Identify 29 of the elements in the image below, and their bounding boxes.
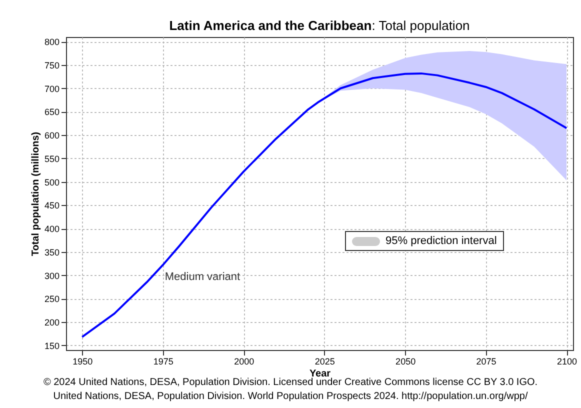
y-tick-label: 200	[44, 317, 60, 328]
x-tick-label: 2050	[396, 356, 416, 366]
x-tick-label: 1950	[72, 356, 93, 366]
x-tick-label: 2025	[314, 356, 335, 366]
y-tick-label: 300	[44, 270, 60, 281]
y-tick-label: 800	[44, 37, 60, 48]
x-tick-label: 2000	[234, 356, 254, 366]
y-tick-label: 750	[44, 60, 60, 71]
y-tick-label: 400	[44, 224, 60, 234]
y-tick-label: 500	[44, 177, 60, 188]
x-tick-label: 1975	[153, 356, 174, 366]
y-tick-label: 150	[44, 340, 60, 351]
y-axis-title: Total population (millions)	[30, 132, 42, 256]
series-label: Medium variant	[164, 270, 240, 283]
x-tick-label: 2075	[476, 356, 496, 366]
y-tick-label: 650	[44, 107, 60, 118]
text: © 2024 United Nations, DESA, Population Division. Licensed under Creative Commons license CC BY 3.0 IGO.	[42, 377, 539, 390]
y-tick-label: 600	[44, 130, 60, 141]
chart-title: Latin America and the Caribbean: Total population	[168, 18, 471, 33]
y-tick-label: 550	[44, 154, 60, 164]
legend-box: 95% prediction interval	[344, 231, 504, 252]
x-axis-title: Year	[309, 368, 331, 380]
line-series	[81, 72, 568, 338]
text: United Nations, DESA, Population Division. World Population Prospects 2024. http://population.un.org/wpp/	[52, 390, 529, 404]
y-tick-label: 450	[44, 200, 60, 211]
y-tick-label: 700	[44, 84, 60, 94]
y-tick-label: 350	[44, 247, 60, 258]
x-tick-label: 2100	[557, 356, 578, 366]
y-tick-label: 250	[44, 294, 60, 304]
